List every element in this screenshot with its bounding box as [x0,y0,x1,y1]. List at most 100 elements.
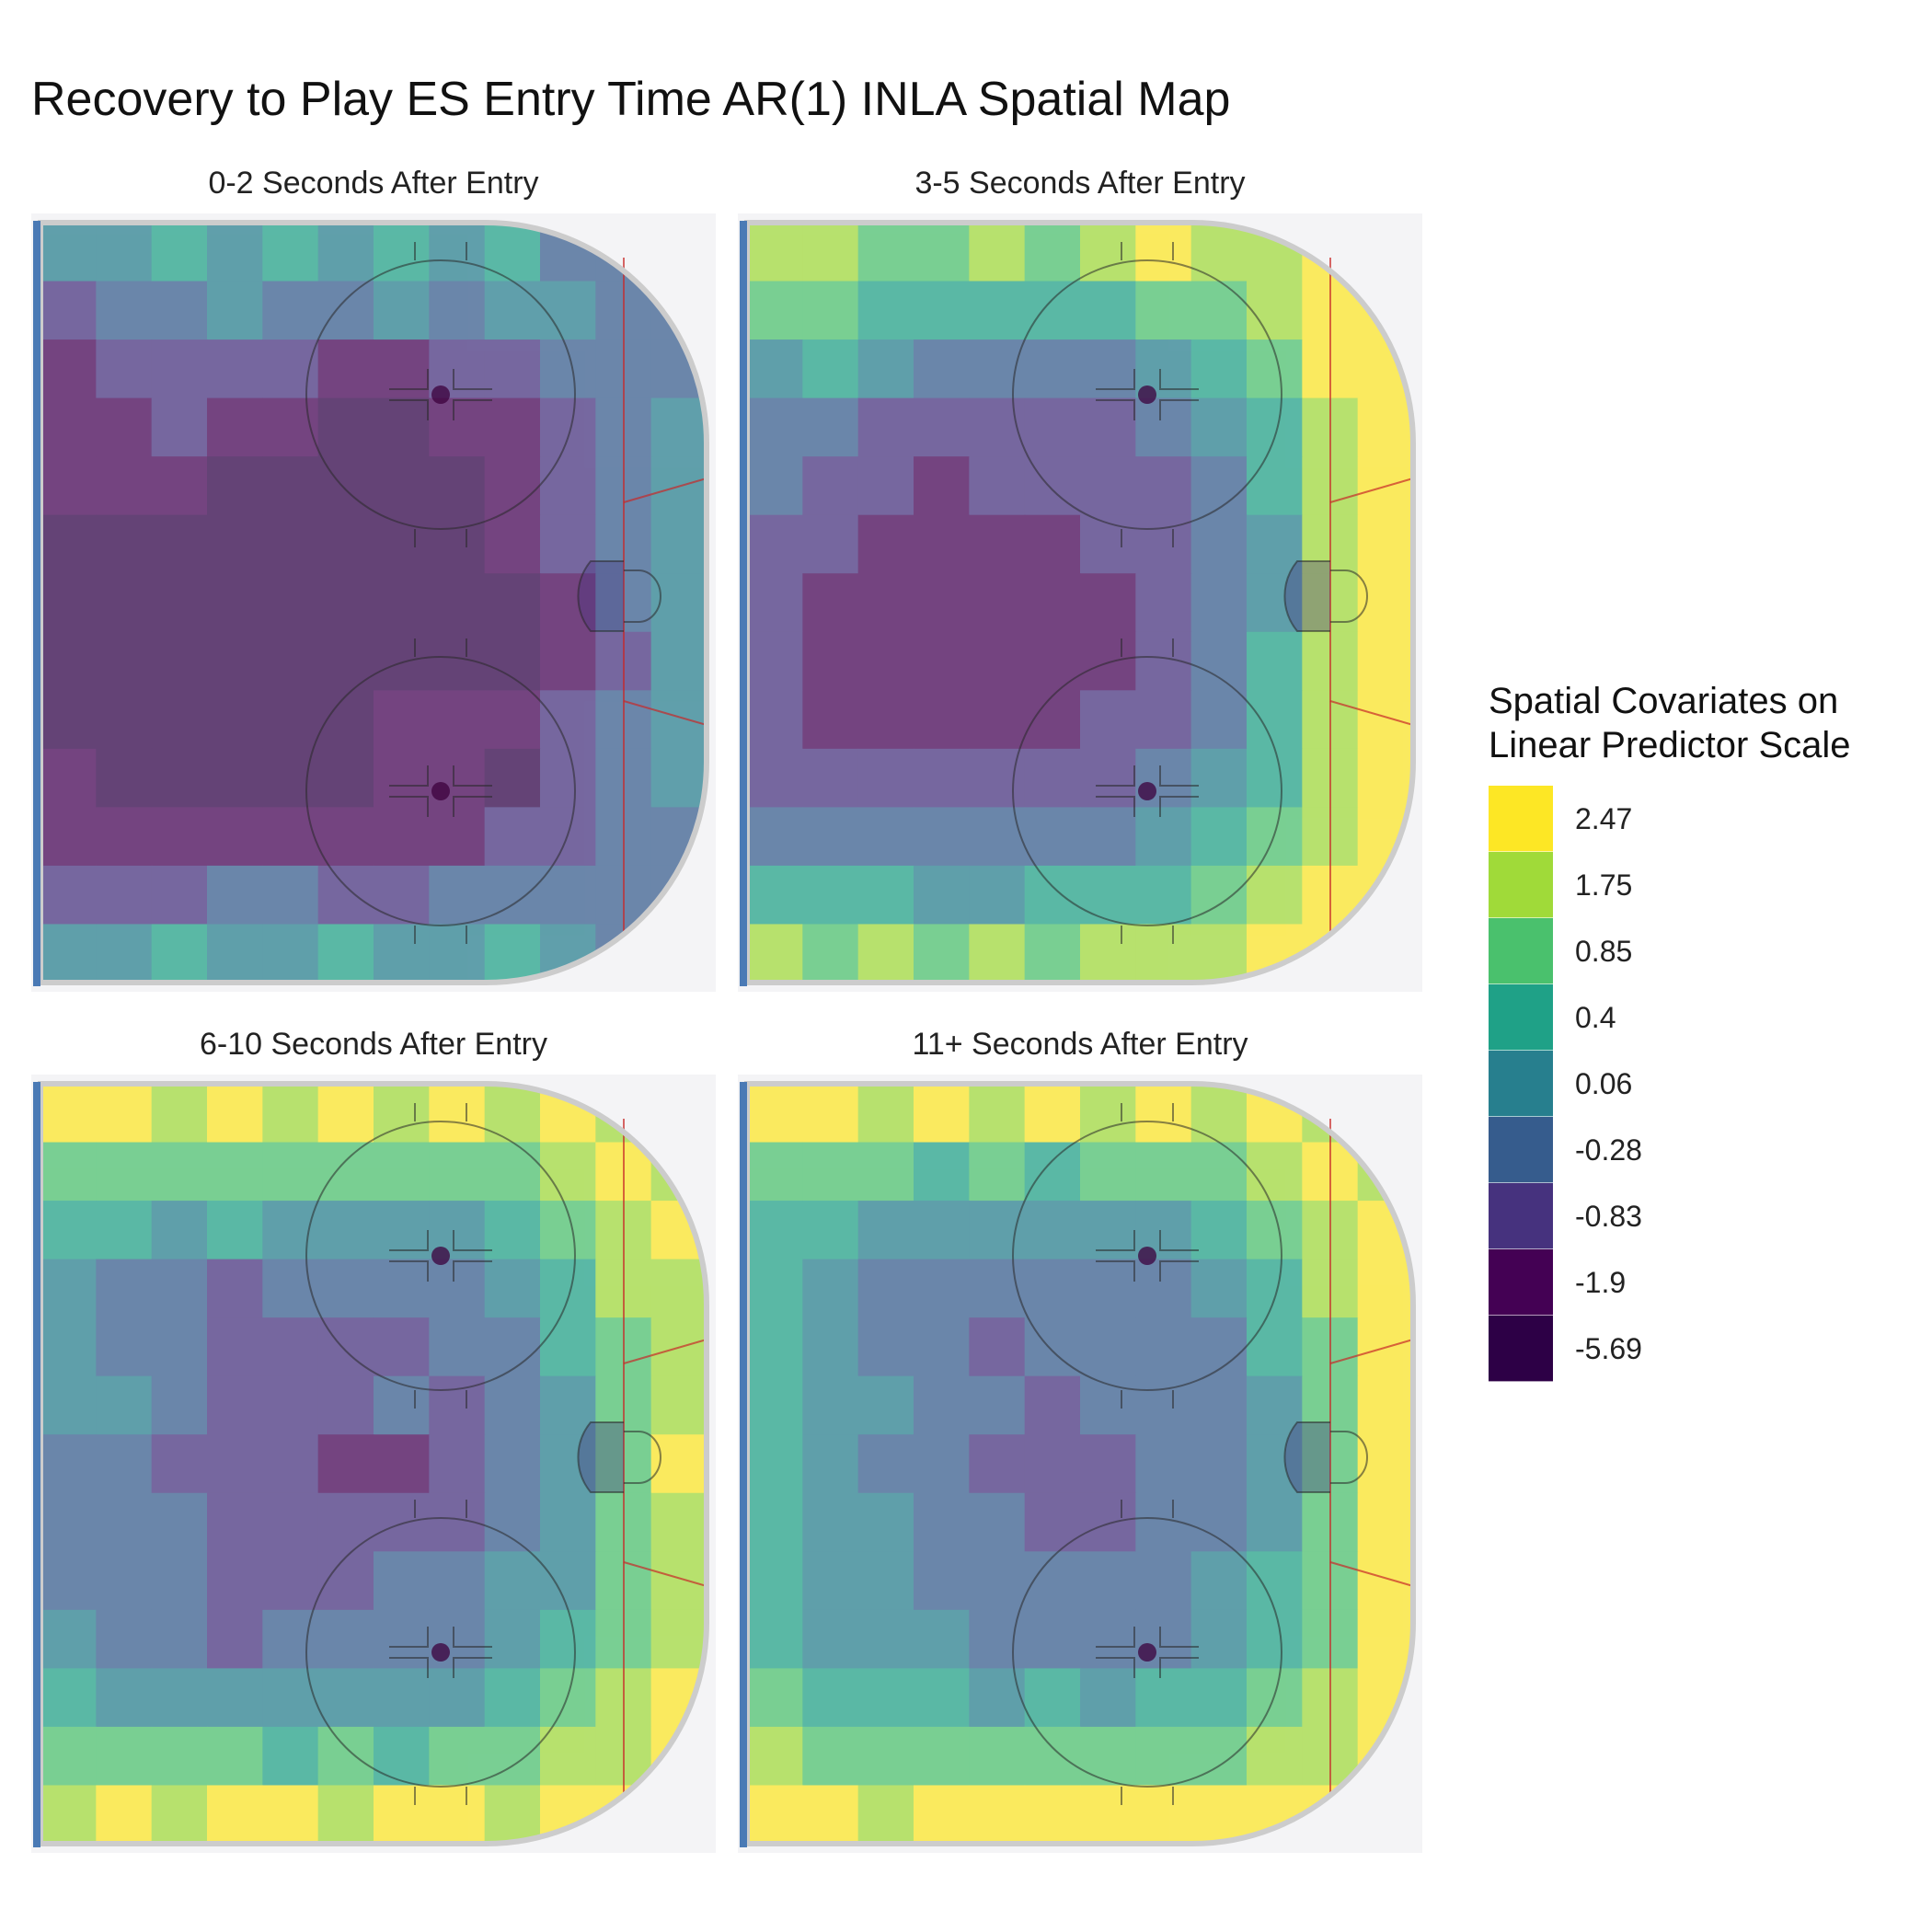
heatmap-cell [96,1142,153,1202]
heatmap-cell [1190,456,1248,516]
rink-markings [1012,1103,1414,1805]
heatmap-cell [802,1609,859,1669]
heatmap-cell [262,690,319,750]
heatmap-cell [374,1668,430,1728]
facet-title-6-10s: 6-10 Seconds After Entry [200,1027,547,1062]
heatmap-cell [207,223,263,282]
heatmap-cell [429,1259,486,1318]
heatmap-cell [1024,807,1081,867]
heatmap-cell [1247,1201,1303,1260]
heatmap-cell [429,1142,486,1202]
heatmap-cell [1080,1375,1136,1435]
heatmap-cell [374,1375,430,1435]
heatmap-cell [151,1084,208,1144]
heatmap-cell [1080,1609,1136,1669]
heatmap-cell [540,1726,596,1787]
heatmap-cell [484,1142,541,1202]
heatmap-cell [747,1609,803,1669]
trapezoid-line [623,1561,707,1587]
heatmap-cell [1024,1084,1081,1144]
heatmap-cell [374,1726,430,1787]
heatmap-cell [317,1609,374,1669]
heatmap-cell [207,748,263,808]
heatmap-cell [1357,1375,1413,1435]
facet-title-3-5s: 3-5 Seconds After Entry [914,166,1246,201]
heatmap-cell [1080,690,1136,750]
heatmap-cell [914,1492,970,1552]
heatmap-cell [914,281,970,340]
heatmap-cell [540,514,596,574]
heatmap-cell [484,1551,541,1611]
heatmap-cell [151,281,208,340]
heatmap-cell [802,281,859,340]
rink-panel-11plus-s [738,1075,1422,1853]
trapezoid-line [1329,700,1414,726]
heatmap-cell [1190,1084,1248,1144]
heatmap-cell [1135,1785,1192,1844]
heatmap-cell [969,514,1026,574]
heatmap-cell [317,1201,374,1260]
heatmap-cell [484,1317,541,1377]
heatmap-cell [802,1785,859,1844]
heatmap-cell [40,748,97,808]
heatmap-cell [429,865,486,926]
heatmap-cell [151,807,208,867]
heatmap-cell [1024,1609,1081,1669]
heatmap-cell [1024,865,1081,926]
legend-title-line2: Linear Predictor Scale [1489,725,1851,765]
heatmap-cell [40,1726,97,1787]
heatmap-cell [374,807,430,867]
faceoff-l-mark [389,796,429,817]
heatmap-cell [484,514,541,574]
heatmap-cell [317,924,374,983]
legend-label: -0.83 [1575,1199,1642,1233]
heatmap-cell [540,1668,596,1728]
heatmap-cell [1190,514,1248,574]
heatmap-cell [40,456,97,516]
heatmap-cell [857,1317,914,1377]
heatmap-cell [1190,1551,1248,1611]
heatmap-cell [747,397,803,457]
heatmap-cell [747,1201,803,1260]
heatmap-cell [747,514,803,574]
heatmap-cell [914,1142,970,1202]
legend: Spatial Covariates on Linear Predictor S… [1489,679,1921,1382]
heatmap-cell [1135,865,1192,926]
heatmap-cell [540,1201,596,1260]
legend-swatch [1489,984,1553,1051]
heatmap-cell [747,1259,803,1318]
heatmap-cell [151,573,208,633]
rink-panel-3-5s [738,213,1422,992]
heatmap-cell [429,456,486,516]
goal-crease [1283,560,1330,632]
rink-boards [38,220,709,985]
heatmap-cell [540,1259,596,1318]
heatmap-cell [262,223,319,282]
heatmap-cell [1357,1492,1413,1552]
heatmap-cell [1190,1785,1248,1844]
heatmap-cell [969,1201,1026,1260]
blue-line [740,1082,747,1847]
heatmap-cell [747,1551,803,1611]
heatmap-cell [317,281,374,340]
heatmap-cell [96,514,153,574]
heatmap-cell [429,1434,486,1494]
heatmap-cell [151,514,208,574]
heatmap-cell [317,865,374,926]
heatmap-cell [969,1259,1026,1318]
heatmap-cell [151,1492,208,1552]
legend-swatch [1489,1183,1553,1249]
heatmap-cell [969,1375,1026,1435]
legend-swatch [1489,852,1553,918]
heatmap-cell [1135,223,1192,282]
heatmap-cell [151,1259,208,1318]
heatmap-cell [1080,1551,1136,1611]
heatmap-cell [40,1785,97,1844]
faceoff-l-mark [1159,1627,1199,1648]
heatmap-cell [802,690,859,750]
heatmap-cell [802,1668,859,1728]
heatmap-cell [151,1726,208,1787]
heatmap-cell [262,807,319,867]
heatmap-cell [802,397,859,457]
heatmap-cell [914,924,970,983]
